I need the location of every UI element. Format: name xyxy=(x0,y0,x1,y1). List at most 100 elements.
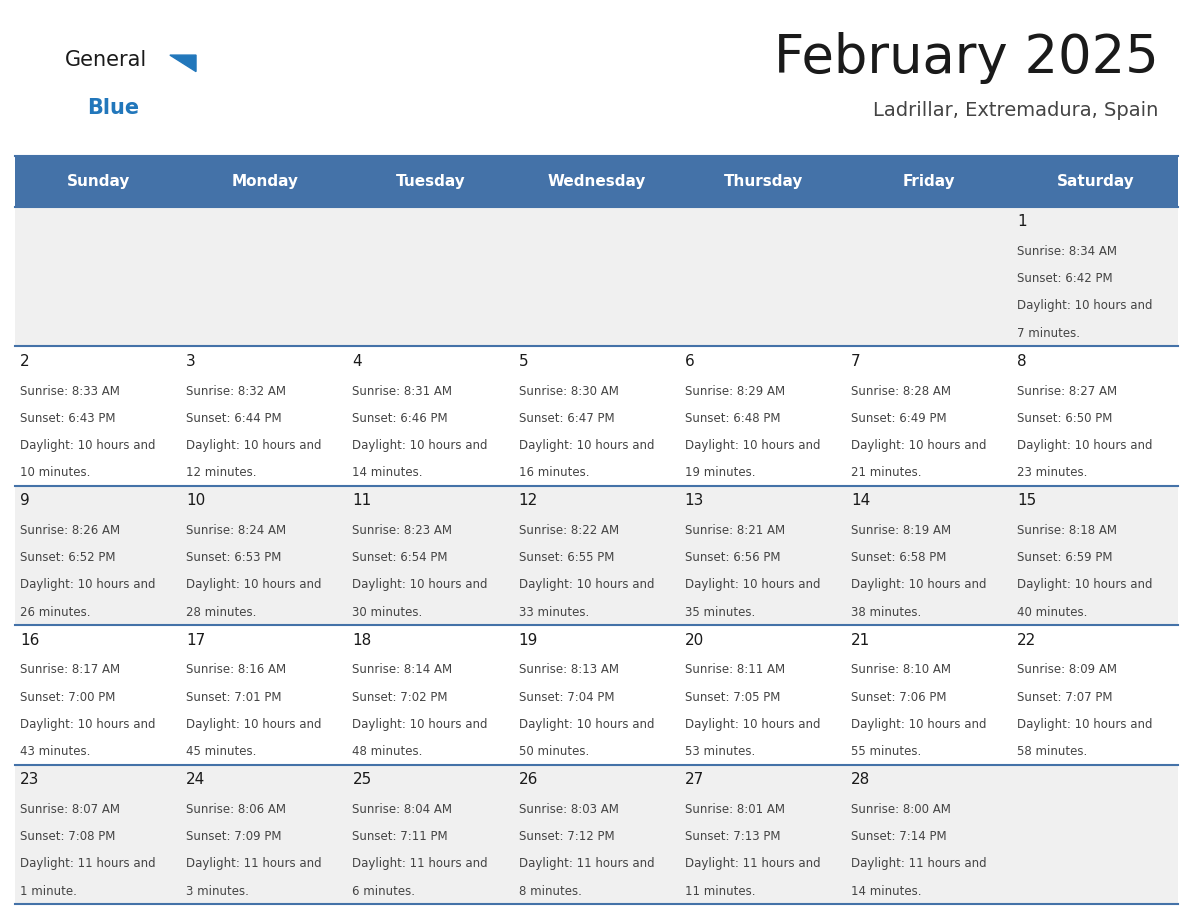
Text: 10 minutes.: 10 minutes. xyxy=(20,466,90,479)
Text: Sunset: 7:08 PM: Sunset: 7:08 PM xyxy=(20,830,115,843)
Text: 50 minutes.: 50 minutes. xyxy=(518,745,589,758)
Text: 10: 10 xyxy=(187,493,206,509)
Text: Sunset: 6:53 PM: Sunset: 6:53 PM xyxy=(187,551,282,565)
Text: Daylight: 10 hours and: Daylight: 10 hours and xyxy=(187,439,322,452)
Text: Daylight: 10 hours and: Daylight: 10 hours and xyxy=(851,718,986,731)
FancyBboxPatch shape xyxy=(15,765,1178,904)
Text: Daylight: 10 hours and: Daylight: 10 hours and xyxy=(1017,718,1152,731)
Text: 24: 24 xyxy=(187,772,206,788)
Text: Sunset: 6:44 PM: Sunset: 6:44 PM xyxy=(187,412,282,425)
Text: Sunday: Sunday xyxy=(67,174,131,189)
Text: Sunrise: 8:09 AM: Sunrise: 8:09 AM xyxy=(1017,664,1117,677)
Text: Sunrise: 8:10 AM: Sunrise: 8:10 AM xyxy=(851,664,950,677)
Text: Sunrise: 8:23 AM: Sunrise: 8:23 AM xyxy=(353,524,453,537)
Text: 14: 14 xyxy=(851,493,870,509)
Text: Sunrise: 8:03 AM: Sunrise: 8:03 AM xyxy=(518,803,619,816)
Text: Sunset: 6:49 PM: Sunset: 6:49 PM xyxy=(851,412,947,425)
Text: Daylight: 10 hours and: Daylight: 10 hours and xyxy=(518,718,655,731)
Text: Friday: Friday xyxy=(903,174,955,189)
Text: 6: 6 xyxy=(684,353,695,369)
FancyBboxPatch shape xyxy=(846,156,1012,207)
Text: 17: 17 xyxy=(187,633,206,648)
Text: Ladrillar, Extremadura, Spain: Ladrillar, Extremadura, Spain xyxy=(873,101,1158,120)
Text: 28: 28 xyxy=(851,772,870,788)
Text: Daylight: 10 hours and: Daylight: 10 hours and xyxy=(20,718,156,731)
Text: Sunrise: 8:01 AM: Sunrise: 8:01 AM xyxy=(684,803,785,816)
Text: Sunset: 7:07 PM: Sunset: 7:07 PM xyxy=(1017,690,1112,704)
Text: Daylight: 10 hours and: Daylight: 10 hours and xyxy=(851,578,986,591)
Text: Daylight: 10 hours and: Daylight: 10 hours and xyxy=(684,718,820,731)
Text: Sunrise: 8:24 AM: Sunrise: 8:24 AM xyxy=(187,524,286,537)
Text: Sunset: 6:54 PM: Sunset: 6:54 PM xyxy=(353,551,448,565)
Text: 58 minutes.: 58 minutes. xyxy=(1017,745,1087,758)
Text: 3: 3 xyxy=(187,353,196,369)
Text: 5: 5 xyxy=(518,353,529,369)
Text: Blue: Blue xyxy=(87,98,139,118)
Text: Sunset: 6:47 PM: Sunset: 6:47 PM xyxy=(518,412,614,425)
Text: Sunset: 6:48 PM: Sunset: 6:48 PM xyxy=(684,412,781,425)
Text: 48 minutes.: 48 minutes. xyxy=(353,745,423,758)
Text: 12: 12 xyxy=(518,493,538,509)
Text: 7 minutes.: 7 minutes. xyxy=(1017,327,1080,340)
Text: Daylight: 10 hours and: Daylight: 10 hours and xyxy=(353,578,488,591)
Text: Daylight: 11 hours and: Daylight: 11 hours and xyxy=(353,857,488,870)
Text: 35 minutes.: 35 minutes. xyxy=(684,606,754,619)
Text: Daylight: 10 hours and: Daylight: 10 hours and xyxy=(684,439,820,452)
Text: 55 minutes.: 55 minutes. xyxy=(851,745,921,758)
Text: Sunset: 6:55 PM: Sunset: 6:55 PM xyxy=(518,551,614,565)
Text: 19 minutes.: 19 minutes. xyxy=(684,466,756,479)
Text: 16: 16 xyxy=(20,633,39,648)
Text: 25: 25 xyxy=(353,772,372,788)
Text: Daylight: 11 hours and: Daylight: 11 hours and xyxy=(187,857,322,870)
FancyBboxPatch shape xyxy=(15,486,1178,625)
Text: Sunset: 7:05 PM: Sunset: 7:05 PM xyxy=(684,690,781,704)
Text: Sunset: 6:52 PM: Sunset: 6:52 PM xyxy=(20,551,115,565)
Text: Sunset: 6:42 PM: Sunset: 6:42 PM xyxy=(1017,273,1113,285)
FancyBboxPatch shape xyxy=(15,156,182,207)
Text: 26: 26 xyxy=(518,772,538,788)
Text: 2: 2 xyxy=(20,353,30,369)
Text: 21 minutes.: 21 minutes. xyxy=(851,466,922,479)
Text: 9: 9 xyxy=(20,493,30,509)
Text: 12 minutes.: 12 minutes. xyxy=(187,466,257,479)
Text: 4: 4 xyxy=(353,353,362,369)
Text: Sunrise: 8:16 AM: Sunrise: 8:16 AM xyxy=(187,664,286,677)
Text: 8: 8 xyxy=(1017,353,1026,369)
Text: Sunrise: 8:26 AM: Sunrise: 8:26 AM xyxy=(20,524,120,537)
Text: Sunrise: 8:14 AM: Sunrise: 8:14 AM xyxy=(353,664,453,677)
Text: Daylight: 11 hours and: Daylight: 11 hours and xyxy=(851,857,986,870)
FancyBboxPatch shape xyxy=(15,625,1178,765)
Text: Daylight: 11 hours and: Daylight: 11 hours and xyxy=(684,857,821,870)
Text: 21: 21 xyxy=(851,633,870,648)
Text: 1: 1 xyxy=(1017,215,1026,230)
Text: Daylight: 10 hours and: Daylight: 10 hours and xyxy=(20,578,156,591)
Text: Sunrise: 8:11 AM: Sunrise: 8:11 AM xyxy=(684,664,785,677)
Text: Sunrise: 8:34 AM: Sunrise: 8:34 AM xyxy=(1017,245,1117,258)
FancyBboxPatch shape xyxy=(348,156,514,207)
Text: Daylight: 10 hours and: Daylight: 10 hours and xyxy=(353,439,488,452)
FancyBboxPatch shape xyxy=(15,207,1178,346)
Text: Daylight: 10 hours and: Daylight: 10 hours and xyxy=(518,578,655,591)
Text: 43 minutes.: 43 minutes. xyxy=(20,745,90,758)
Text: 30 minutes.: 30 minutes. xyxy=(353,606,423,619)
Text: Daylight: 10 hours and: Daylight: 10 hours and xyxy=(1017,578,1152,591)
Text: 26 minutes.: 26 minutes. xyxy=(20,606,90,619)
Text: Sunset: 7:12 PM: Sunset: 7:12 PM xyxy=(518,830,614,843)
Text: 23: 23 xyxy=(20,772,39,788)
Text: Sunrise: 8:04 AM: Sunrise: 8:04 AM xyxy=(353,803,453,816)
Text: 11 minutes.: 11 minutes. xyxy=(684,885,756,898)
Text: Daylight: 10 hours and: Daylight: 10 hours and xyxy=(1017,299,1152,312)
Text: Sunset: 6:43 PM: Sunset: 6:43 PM xyxy=(20,412,115,425)
Text: Thursday: Thursday xyxy=(723,174,803,189)
Text: Sunset: 7:01 PM: Sunset: 7:01 PM xyxy=(187,690,282,704)
Text: Sunrise: 8:06 AM: Sunrise: 8:06 AM xyxy=(187,803,286,816)
Text: 40 minutes.: 40 minutes. xyxy=(1017,606,1087,619)
Text: Sunset: 6:59 PM: Sunset: 6:59 PM xyxy=(1017,551,1112,565)
Text: Sunrise: 8:13 AM: Sunrise: 8:13 AM xyxy=(518,664,619,677)
Text: 19: 19 xyxy=(518,633,538,648)
Text: 14 minutes.: 14 minutes. xyxy=(353,466,423,479)
Text: Sunset: 7:11 PM: Sunset: 7:11 PM xyxy=(353,830,448,843)
Text: Sunrise: 8:28 AM: Sunrise: 8:28 AM xyxy=(851,385,950,397)
Text: Sunrise: 8:29 AM: Sunrise: 8:29 AM xyxy=(684,385,785,397)
Text: Monday: Monday xyxy=(232,174,298,189)
